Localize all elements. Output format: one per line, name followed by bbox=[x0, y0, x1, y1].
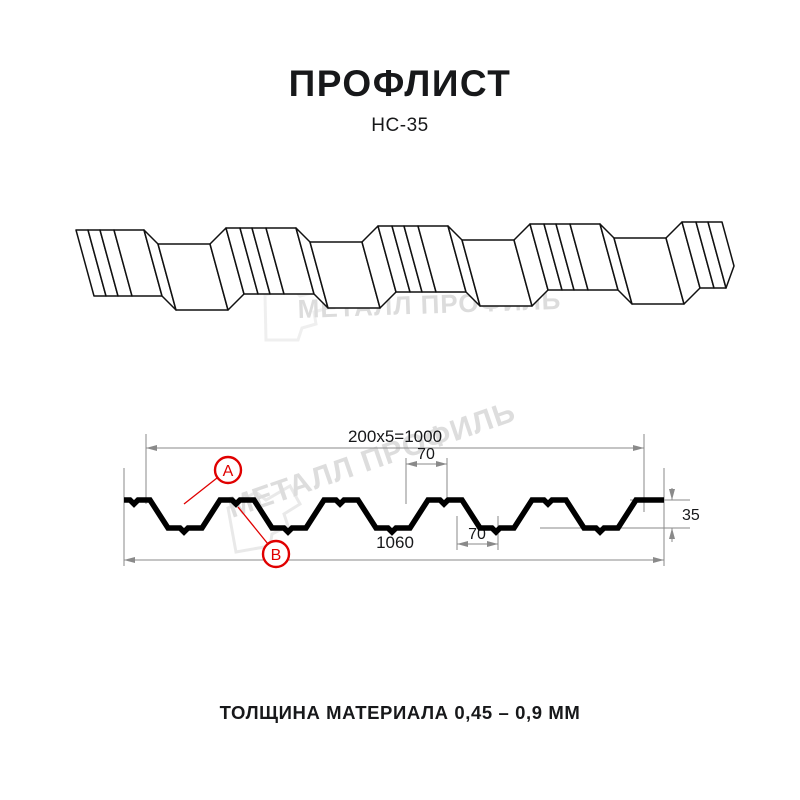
corrugation-unit bbox=[377, 223, 549, 307]
material-thickness-note: ТОЛЩИНА МАТЕРИАЛА 0,45 – 0,9 ММ bbox=[219, 702, 581, 723]
callout-b-label: B bbox=[271, 547, 282, 564]
corrugation-unit-partial bbox=[681, 221, 735, 289]
callout-a: A bbox=[183, 455, 243, 505]
corrugation-unit bbox=[529, 221, 701, 305]
dimension-top-flat: 70 bbox=[417, 446, 435, 463]
page-title: ПРОФЛИСТ bbox=[288, 63, 512, 104]
corrugation-unit bbox=[225, 225, 397, 309]
isometric-profile-view: МЕТАЛЛ ПРОФИЛЬ bbox=[70, 200, 740, 350]
product-model: НС-35 bbox=[371, 115, 429, 136]
dimension-cover-width: 200x5=1000 bbox=[348, 427, 442, 446]
watermark-text-section: МЕТАЛЛ ПРОФИЛЬ bbox=[224, 395, 520, 525]
profile-section-outline bbox=[124, 497, 664, 536]
dimension-total-width: 1060 bbox=[376, 533, 414, 552]
dimension-arrowheads bbox=[124, 445, 675, 563]
callout-b: B bbox=[237, 506, 291, 569]
corrugation-unit bbox=[75, 227, 245, 311]
dimension-profile-height: 35 bbox=[682, 507, 700, 524]
callout-a-label: A bbox=[223, 463, 234, 480]
cross-section-view: МЕТАЛЛ ПРОФИЛЬ bbox=[110, 395, 700, 620]
